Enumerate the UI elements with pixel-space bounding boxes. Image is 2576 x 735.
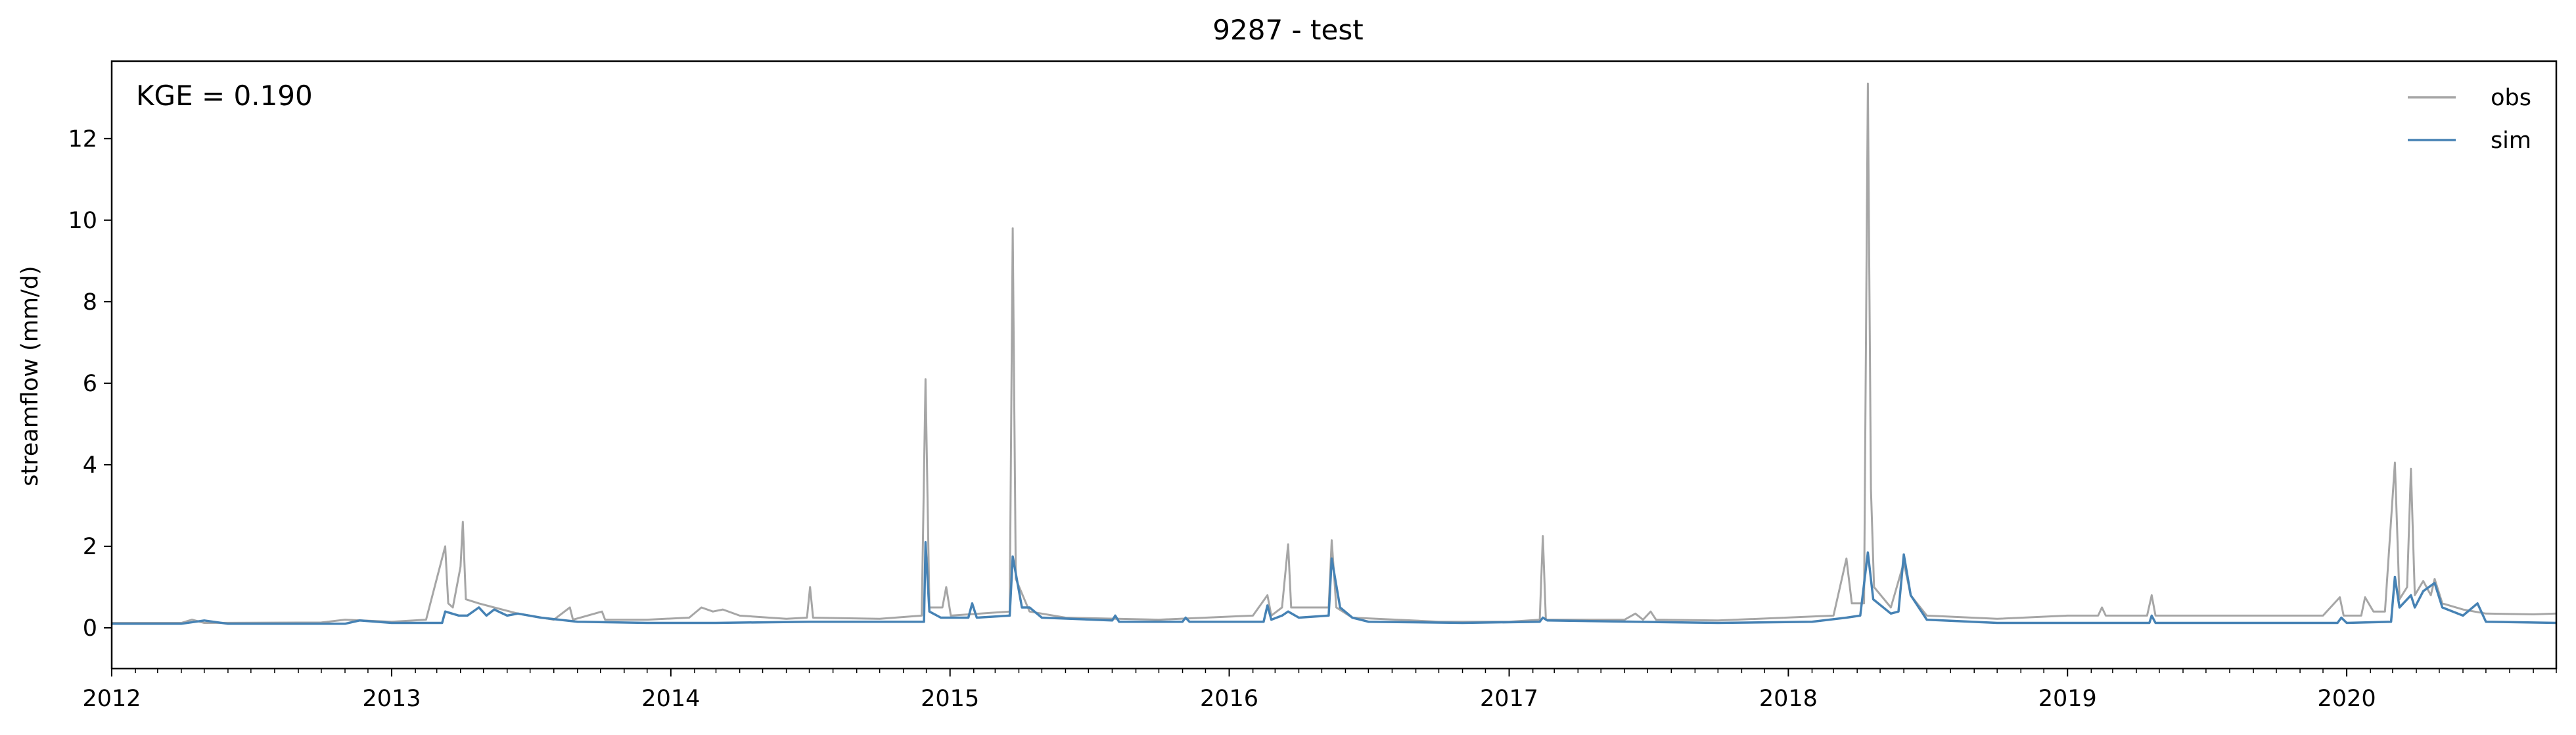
y-axis-label: streamflow (mm/d) xyxy=(17,266,43,486)
legend: obs sim xyxy=(2408,85,2531,154)
y-tick-label: 12 xyxy=(68,126,97,153)
plot-frame xyxy=(110,60,2558,670)
y-tick-label: 2 xyxy=(83,534,97,560)
y-tick-label: 4 xyxy=(83,452,97,479)
x-tick-label: 2018 xyxy=(1759,686,1818,712)
x-tick-label: 2014 xyxy=(641,686,700,712)
legend-sim-label: sim xyxy=(2491,128,2531,154)
y-tick-label: 0 xyxy=(83,615,97,642)
y-tick-label: 6 xyxy=(83,371,97,397)
x-tick-label: 2019 xyxy=(2038,686,2097,712)
y-tick-label: 10 xyxy=(68,208,97,234)
x-tick-label: 2015 xyxy=(921,686,979,712)
x-tick-label: 2017 xyxy=(1480,686,1538,712)
y-tick-label: 8 xyxy=(83,289,97,316)
x-tick-label: 2012 xyxy=(82,686,141,712)
axes: 0 2 4 6 8 10 12 2012 2013 2014 2015 2016 2017 2018 201… xyxy=(68,126,2557,712)
kge-annotation: KGE = 0.190 xyxy=(136,80,313,112)
x-tick-label: 2020 xyxy=(2318,686,2376,712)
x-tick-label: 2013 xyxy=(362,686,421,712)
series-line-sim xyxy=(112,541,2557,625)
chart-title: 9287 - test xyxy=(1212,14,1363,46)
legend-obs-label: obs xyxy=(2491,85,2531,111)
series-lines xyxy=(112,82,2557,625)
x-tick-label: 2016 xyxy=(1200,686,1258,712)
